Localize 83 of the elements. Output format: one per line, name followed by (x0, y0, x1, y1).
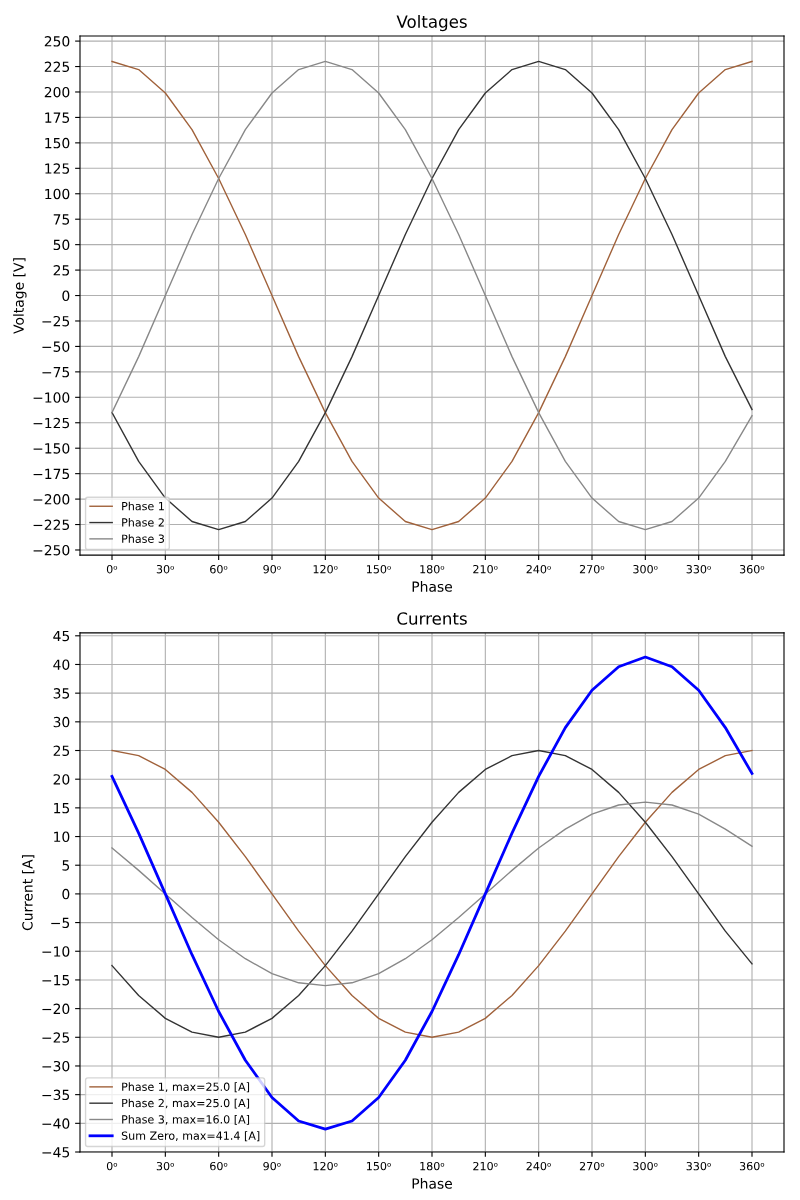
x-tick-label: 270ᵒ (579, 564, 605, 574)
x-tick-label: 30ᵒ (156, 564, 175, 574)
x-tick-label: 360ᵒ (739, 564, 765, 574)
y-tick-label: −20 (42, 1003, 70, 1015)
x-tick-label: 60ᵒ (210, 564, 228, 574)
x-tick-label: 30ᵒ (156, 1161, 175, 1171)
x-tick-label: 240ᵒ (526, 564, 551, 574)
y-tick-label: 0 (62, 888, 70, 900)
x-tick-label: 210ᵒ (473, 564, 498, 574)
legend-label: Phase 2, max=25.0 [A] (122, 1098, 250, 1109)
x-tick-label: 150ᵒ (366, 564, 391, 574)
y-tick-label: 250 (44, 36, 70, 47)
legend-label: Phase 1 (122, 501, 164, 511)
chart-title: Voltages (396, 15, 467, 32)
x-tick-label: 0ᵒ (106, 1161, 118, 1171)
y-tick-label: 200 (44, 86, 70, 98)
y-tick-label: −35 (42, 1089, 70, 1101)
y-tick-label: 75 (53, 214, 70, 225)
y-tick-label: −125 (33, 417, 70, 429)
y-tick-label: −5 (51, 917, 70, 929)
y-tick-label: 175 (45, 112, 70, 123)
y-tick-label: 15 (54, 803, 70, 814)
x-tick-label: 120ᵒ (313, 564, 338, 574)
legend-label: Sum Zero, max=41.4 [A] (121, 1131, 260, 1142)
y-tick-label: −75 (42, 367, 70, 378)
y-tick-label: −45 (42, 1147, 70, 1158)
x-tick-label: 180ᵒ (420, 564, 445, 574)
y-tick-label: −40 (42, 1118, 70, 1129)
y-tick-label: 225 (44, 61, 70, 73)
y-tick-label: 35 (53, 688, 70, 699)
x-tick-label: 150ᵒ (366, 1161, 391, 1171)
line-series (111, 749, 753, 1038)
x-tick-label: 120ᵒ (313, 1161, 338, 1171)
y-tick-label: −15 (42, 975, 70, 986)
legend-label: Phase 3 (122, 534, 164, 543)
x-tick-label: 300ᵒ (633, 1161, 658, 1171)
line-series (111, 801, 753, 987)
x-tick-label: 270ᵒ (579, 1161, 605, 1171)
line-series (110, 655, 754, 1131)
y-tick-label: −10 (42, 946, 70, 957)
x-tick-label: 60ᵒ (210, 1161, 228, 1171)
chart-title: Currents (397, 612, 467, 625)
y-tick-label: −200 (33, 494, 70, 505)
legend-label: Phase 2 (122, 518, 164, 527)
y-axis-title: Voltage [V] (13, 258, 27, 334)
x-tick-label: 240ᵒ (526, 1161, 551, 1171)
y-tick-label: 50 (53, 239, 70, 251)
y-tick-label: −25 (42, 1032, 70, 1043)
x-tick-label: 330ᵒ (686, 1161, 711, 1171)
x-tick-label: 180ᵒ (420, 1161, 445, 1171)
x-tick-label: 210ᵒ (473, 1161, 498, 1171)
y-tick-label: 45 (53, 630, 70, 642)
x-axis-title: Phase (412, 581, 452, 592)
y-tick-label: −50 (42, 341, 70, 352)
y-tick-label: −25 (42, 315, 70, 327)
x-tick-label: 90ᵒ (263, 564, 281, 574)
y-tick-label: 100 (45, 188, 70, 200)
y-tick-label: −150 (33, 443, 70, 454)
y-tick-label: −100 (33, 392, 70, 403)
y-tick-label: −225 (33, 519, 70, 531)
y-tick-label: −250 (33, 544, 70, 556)
y-tick-label: −30 (42, 1060, 70, 1072)
y-tick-label: 25 (53, 265, 70, 276)
y-tick-label: 150 (45, 137, 70, 149)
y-tick-label: 10 (54, 831, 70, 843)
x-tick-label: 300ᵒ (633, 564, 658, 574)
legend-label: Phase 1, max=25.0 [A] (122, 1082, 250, 1093)
y-tick-label: 20 (53, 774, 70, 785)
legend-label: Phase 3, max=16.0 [A] (122, 1114, 250, 1125)
y-tick-label: 40 (53, 659, 70, 670)
y-tick-label: −175 (33, 468, 70, 480)
x-tick-label: 0ᵒ (106, 564, 118, 574)
x-tick-label: 90ᵒ (263, 1161, 281, 1171)
x-tick-label: 330ᵒ (686, 564, 711, 574)
y-tick-label: 30 (53, 716, 70, 728)
y-tick-label: 25 (53, 745, 70, 756)
y-tick-label: 5 (62, 860, 70, 871)
x-axis-title: Phase (412, 1178, 452, 1189)
line-series (111, 60, 753, 531)
y-tick-label: 0 (62, 290, 70, 302)
y-tick-label: 125 (45, 163, 70, 174)
x-tick-label: 360ᵒ (739, 1161, 765, 1171)
y-axis-title: Current [A] (21, 855, 35, 931)
